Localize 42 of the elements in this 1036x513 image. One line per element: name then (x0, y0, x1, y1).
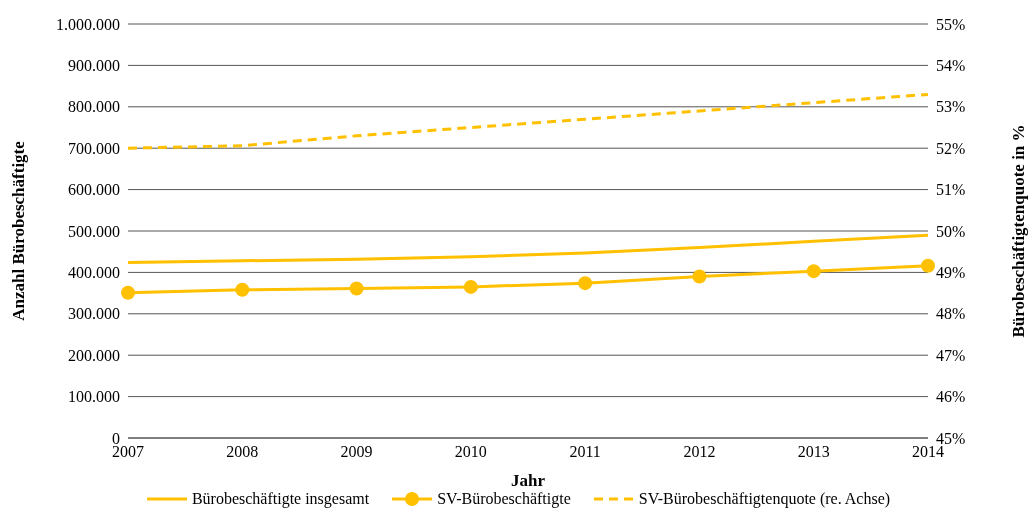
line-series (126, 233, 930, 264)
y-tick-label: 300.000 (68, 305, 120, 323)
y2-tick-label: 49% (936, 264, 966, 282)
y-tick-label: 800.000 (68, 98, 120, 116)
line-series (126, 92, 930, 150)
x-tick-label: 2009 (340, 443, 373, 461)
y2-tick-label: 50% (936, 222, 966, 240)
point (578, 276, 593, 291)
x-tick-label: 2012 (683, 443, 716, 461)
y-tick-label: 900.000 (68, 57, 120, 75)
point (349, 281, 364, 296)
y2-tick-label: 55% (936, 15, 966, 33)
y2-axis-title: Bürobeschäftigtenquote in % (1009, 124, 1029, 338)
x-tick-label: 2013 (797, 443, 830, 461)
x-axis-title: Jahr (511, 471, 546, 490)
y-tick-label: 600.000 (68, 181, 120, 199)
point (235, 282, 250, 297)
y-tick-label: 100.000 (68, 388, 120, 406)
y2-tick-label: 54% (936, 57, 966, 75)
y2-tick-label: 47% (936, 346, 966, 364)
y-tick-label: 500.000 (68, 222, 120, 240)
y2-tick-label: 48% (936, 305, 966, 323)
y2-tick-label: 46% (936, 388, 966, 406)
legend-label: SV-Bürobeschäftigtenquote (re. Achse) (638, 490, 891, 508)
y-tick-label: 700.000 (68, 139, 120, 157)
y2-tick-label: 52% (936, 139, 966, 157)
y-axis-title: Anzahl Bürobeschäftigte (9, 140, 29, 321)
point (463, 279, 478, 294)
y-tick-label: 200.000 (68, 346, 120, 364)
legend-label: SV-Bürobeschäftigte (437, 490, 571, 508)
legend-label: Bürobeschäftigte insgesamt (191, 490, 370, 508)
x-tick-label: 2010 (454, 443, 487, 461)
x-tick-label: 2011 (569, 443, 601, 461)
y2-tick-label: 53% (936, 98, 966, 116)
y2-tick-label: 51% (936, 181, 966, 199)
x-tick-label: 2008 (226, 443, 259, 461)
point (121, 285, 135, 300)
point (692, 269, 707, 284)
point (806, 264, 821, 279)
point (921, 258, 935, 273)
y-tick-label: 400.000 (68, 264, 120, 282)
y-tick-label: 1.000.000 (56, 15, 120, 33)
